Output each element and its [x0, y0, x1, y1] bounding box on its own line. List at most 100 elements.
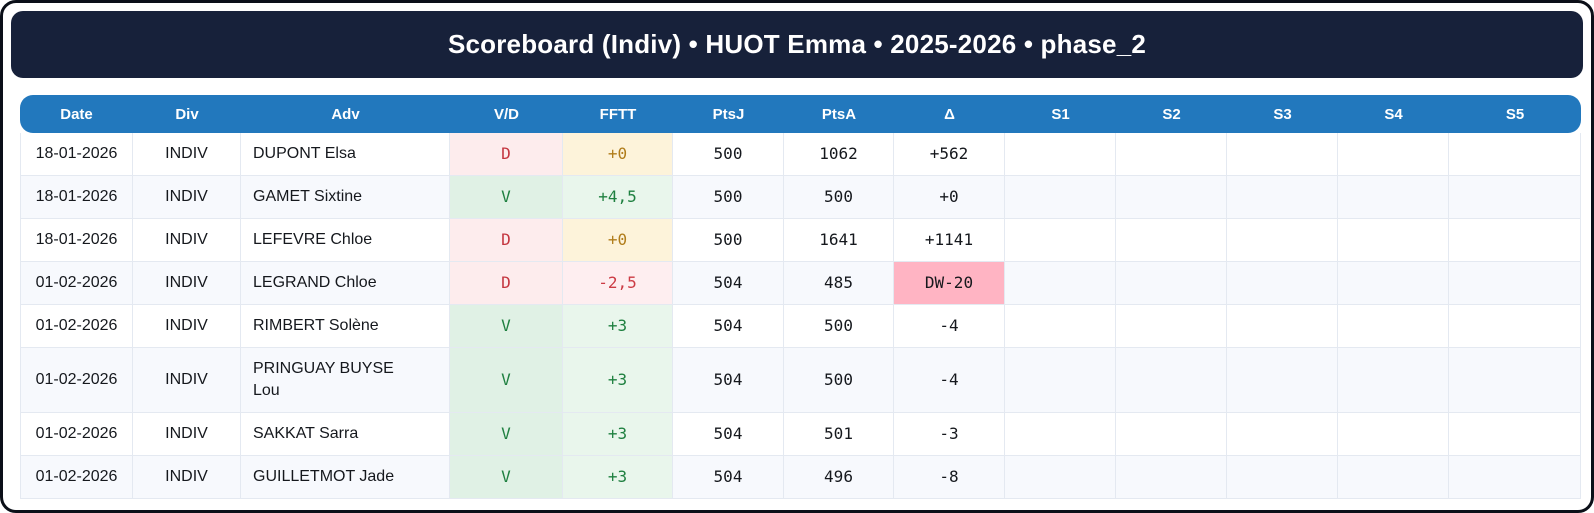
- cell-fftt-points: +3: [563, 413, 673, 456]
- cell-points-player: 500: [673, 176, 784, 219]
- cell-set2: [1116, 219, 1227, 262]
- cell-win-loss: V: [450, 176, 563, 219]
- cell-points-player: 504: [673, 413, 784, 456]
- cell-adversary: GUILLETMOT Jade: [241, 456, 450, 499]
- title-bar: Scoreboard (Indiv) • HUOT Emma • 2025-20…: [11, 11, 1583, 78]
- cell-points-adversary: 500: [784, 305, 894, 348]
- cell-adversary: GAMET Sixtine: [241, 176, 450, 219]
- cell-win-loss: V: [450, 348, 563, 413]
- column-header-v-d: V/D: [450, 95, 563, 133]
- cell-points-player: 500: [673, 133, 784, 176]
- cell-set3: [1227, 348, 1338, 413]
- table-row: 18-01-2026 INDIV DUPONT Elsa D +0 500 10…: [20, 133, 1581, 176]
- cell-win-loss: D: [450, 219, 563, 262]
- cell-set1: [1005, 219, 1116, 262]
- cell-fftt-points: +0: [563, 219, 673, 262]
- column-header-s5: S5: [1449, 95, 1581, 133]
- cell-set4: [1338, 262, 1449, 305]
- cell-set4: [1338, 219, 1449, 262]
- table-row: 01-02-2026 INDIV GUILLETMOT Jade V +3 50…: [20, 456, 1581, 499]
- cell-set3: [1227, 305, 1338, 348]
- column-header-adv: Adv: [241, 95, 450, 133]
- cell-set5: [1449, 413, 1581, 456]
- cell-set5: [1449, 176, 1581, 219]
- cell-delta: +0: [894, 176, 1005, 219]
- cell-set2: [1116, 305, 1227, 348]
- cell-date: 01-02-2026: [20, 456, 133, 499]
- cell-set4: [1338, 133, 1449, 176]
- cell-fftt-points: +0: [563, 133, 673, 176]
- cell-points-player: 504: [673, 348, 784, 413]
- cell-fftt-points: +4,5: [563, 176, 673, 219]
- cell-set3: [1227, 219, 1338, 262]
- cell-delta: +562: [894, 133, 1005, 176]
- cell-points-adversary: 1062: [784, 133, 894, 176]
- cell-set5: [1449, 456, 1581, 499]
- cell-set4: [1338, 456, 1449, 499]
- table-container: Date Div Adv V/D FFTT PtsJ PtsA Δ S1 S2 S3 S4 S5 18-…: [20, 95, 1581, 499]
- cell-set4: [1338, 305, 1449, 348]
- cell-fftt-points: -2,5: [563, 262, 673, 305]
- cell-points-adversary: 501: [784, 413, 894, 456]
- cell-set1: [1005, 413, 1116, 456]
- cell-set1: [1005, 176, 1116, 219]
- table-row: 01-02-2026 INDIV LEGRAND Chloe D -2,5 50…: [20, 262, 1581, 305]
- cell-delta: +1141: [894, 219, 1005, 262]
- scoreboard-table: Date Div Adv V/D FFTT PtsJ PtsA Δ S1 S2 S3 S4 S5 18-…: [20, 95, 1581, 499]
- cell-adversary: RIMBERT Solène: [241, 305, 450, 348]
- cell-win-loss: V: [450, 456, 563, 499]
- column-header-div: Div: [133, 95, 241, 133]
- column-header-fftt: FFTT: [563, 95, 673, 133]
- column-header-s2: S2: [1116, 95, 1227, 133]
- cell-set1: [1005, 348, 1116, 413]
- table-row: 01-02-2026 INDIV PRINGUAY BUYSE Lou V +3…: [20, 348, 1581, 413]
- cell-set2: [1116, 176, 1227, 219]
- cell-delta: -4: [894, 348, 1005, 413]
- cell-points-player: 504: [673, 456, 784, 499]
- table-row: 18-01-2026 INDIV LEFEVRE Chloe D +0 500 …: [20, 219, 1581, 262]
- cell-division: INDIV: [133, 133, 241, 176]
- cell-division: INDIV: [133, 219, 241, 262]
- cell-delta: -3: [894, 413, 1005, 456]
- cell-set5: [1449, 219, 1581, 262]
- column-header-s3: S3: [1227, 95, 1338, 133]
- cell-points-adversary: 500: [784, 348, 894, 413]
- cell-set3: [1227, 133, 1338, 176]
- cell-adversary: LEFEVRE Chloe: [241, 219, 450, 262]
- table-row: 01-02-2026 INDIV SAKKAT Sarra V +3 504 5…: [20, 413, 1581, 456]
- cell-points-player: 504: [673, 262, 784, 305]
- cell-set5: [1449, 133, 1581, 176]
- cell-set2: [1116, 348, 1227, 413]
- cell-points-player: 504: [673, 305, 784, 348]
- cell-win-loss: D: [450, 133, 563, 176]
- cell-set2: [1116, 133, 1227, 176]
- cell-set2: [1116, 413, 1227, 456]
- cell-adversary: SAKKAT Sarra: [241, 413, 450, 456]
- table-row: 18-01-2026 INDIV GAMET Sixtine V +4,5 50…: [20, 176, 1581, 219]
- column-header-delta: Δ: [894, 95, 1005, 133]
- cell-date: 01-02-2026: [20, 413, 133, 456]
- cell-points-adversary: 485: [784, 262, 894, 305]
- cell-set5: [1449, 262, 1581, 305]
- column-header-date: Date: [20, 95, 133, 133]
- cell-points-adversary: 500: [784, 176, 894, 219]
- cell-delta: DW-20: [894, 262, 1005, 305]
- cell-fftt-points: +3: [563, 305, 673, 348]
- cell-set1: [1005, 456, 1116, 499]
- table-body: 18-01-2026 INDIV DUPONT Elsa D +0 500 10…: [20, 133, 1581, 499]
- cell-set4: [1338, 348, 1449, 413]
- cell-division: INDIV: [133, 348, 241, 413]
- cell-set1: [1005, 305, 1116, 348]
- cell-set5: [1449, 305, 1581, 348]
- cell-set2: [1116, 456, 1227, 499]
- cell-date: 18-01-2026: [20, 219, 133, 262]
- cell-points-adversary: 496: [784, 456, 894, 499]
- cell-delta: -4: [894, 305, 1005, 348]
- cell-division: INDIV: [133, 305, 241, 348]
- page-title: Scoreboard (Indiv) • HUOT Emma • 2025-20…: [447, 29, 1147, 59]
- cell-date: 01-02-2026: [20, 262, 133, 305]
- table-header: Date Div Adv V/D FFTT PtsJ PtsA Δ S1 S2 S3 S4 S5: [20, 95, 1581, 133]
- cell-division: INDIV: [133, 413, 241, 456]
- cell-set5: [1449, 348, 1581, 413]
